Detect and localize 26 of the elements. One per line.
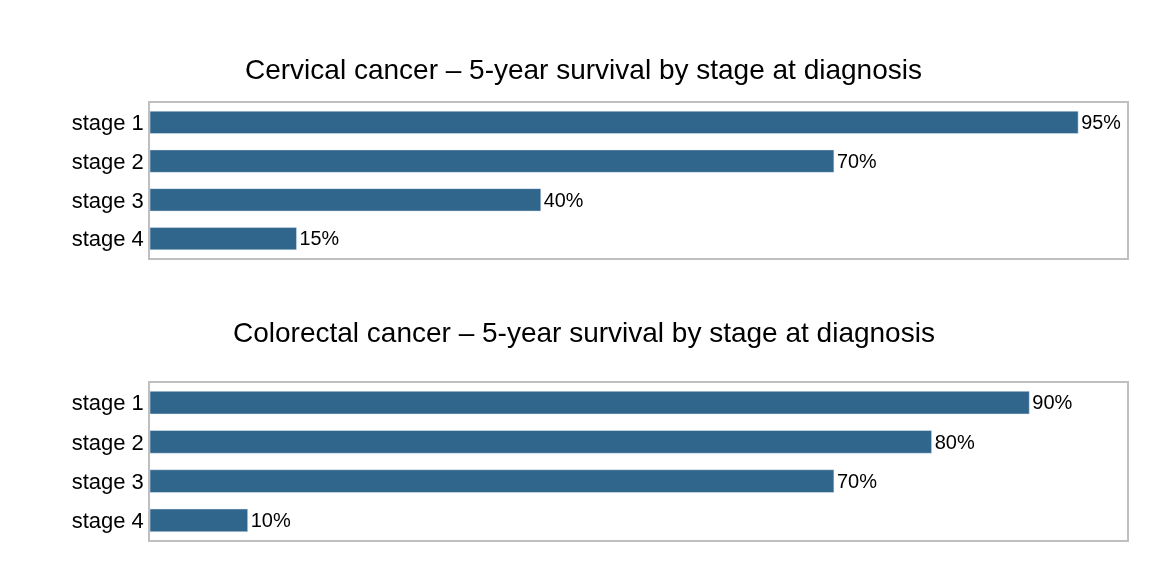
data-label: 90% [1032, 391, 1073, 414]
y-tick-label: stage 1 [71, 390, 144, 416]
bar [150, 430, 932, 454]
y-tick-label: stage 4 [71, 508, 144, 534]
data-label: 95% [1081, 111, 1121, 134]
bar [150, 508, 248, 533]
data-label: 10% [250, 509, 291, 532]
bar [150, 227, 297, 251]
bar [150, 149, 835, 173]
data-label: 70% [836, 469, 878, 492]
bar [150, 469, 835, 493]
bar [150, 110, 1079, 134]
y-tick-label: stage 3 [71, 187, 144, 213]
data-label: 40% [543, 188, 584, 211]
bar [150, 188, 542, 212]
chart-title: Cervical cancer – 5-year survival by stage at diagnosis [245, 54, 922, 85]
y-tick-label: stage 3 [71, 468, 144, 494]
y-tick-label: stage 2 [71, 148, 144, 174]
data-label: 80% [934, 430, 975, 453]
data-label: 70% [836, 149, 877, 172]
bar [150, 390, 1030, 415]
data-label: 15% [299, 227, 340, 250]
y-tick-label: stage 1 [71, 110, 144, 136]
y-tick-label: stage 2 [71, 429, 144, 455]
chart-title: Colorectal cancer – 5-year survival by stage at diagnosis [233, 317, 935, 348]
y-tick-label: stage 4 [71, 226, 144, 252]
